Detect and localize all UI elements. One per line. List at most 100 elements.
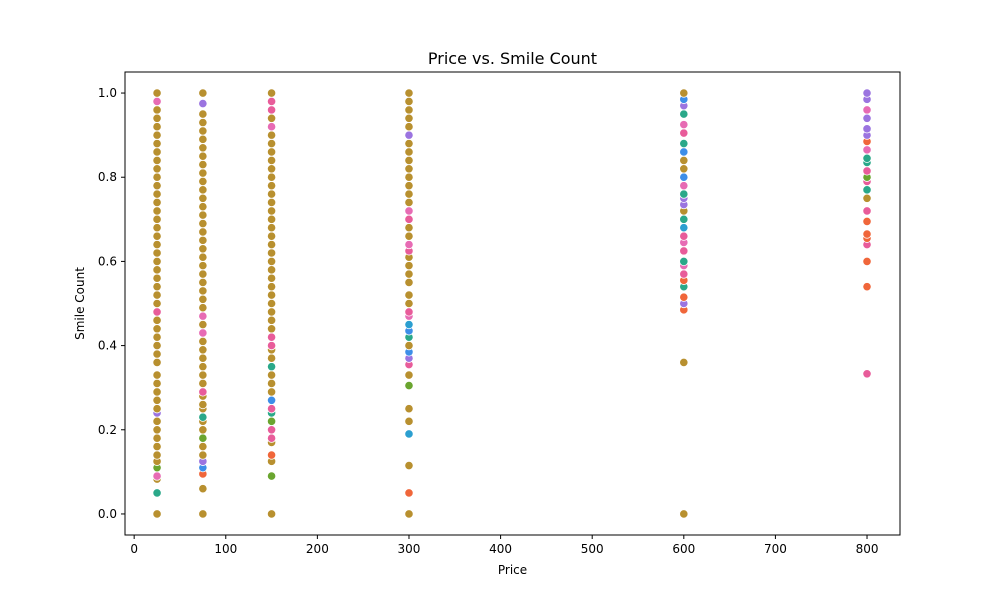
data-point <box>679 357 689 368</box>
data-point <box>198 202 208 212</box>
data-point <box>152 113 162 123</box>
data-point <box>198 294 208 304</box>
data-point <box>679 509 689 519</box>
data-point <box>404 298 414 309</box>
data-point <box>679 189 689 199</box>
data-point <box>266 164 277 174</box>
data-point <box>266 122 277 132</box>
data-point <box>404 261 414 271</box>
data-point <box>266 130 277 140</box>
data-point <box>152 256 162 267</box>
data-point <box>404 370 414 380</box>
data-point <box>152 164 162 174</box>
data-point <box>266 113 277 123</box>
data-point <box>266 450 277 460</box>
data-point <box>152 206 162 216</box>
data-point <box>404 429 414 439</box>
data-point <box>679 231 689 241</box>
data-point <box>198 261 208 271</box>
data-point <box>152 378 162 389</box>
data-point <box>266 138 277 149</box>
data-point <box>679 292 689 302</box>
data-point <box>266 307 277 317</box>
data-point <box>198 319 208 330</box>
data-point <box>198 412 208 422</box>
data-point <box>404 138 414 149</box>
data-point <box>266 265 277 275</box>
data-point <box>152 332 162 342</box>
data-point <box>152 387 162 397</box>
data-point <box>152 370 162 380</box>
data-point <box>404 172 414 182</box>
data-point <box>152 214 162 224</box>
data-point <box>404 147 414 157</box>
data-point <box>404 319 414 330</box>
data-point <box>198 353 208 363</box>
data-point <box>266 404 277 414</box>
data-point <box>152 450 162 460</box>
data-point <box>266 96 277 107</box>
data-point <box>404 380 414 391</box>
plot-frame <box>124 71 901 536</box>
data-point <box>152 357 162 368</box>
data-point <box>198 399 208 410</box>
data-point <box>862 193 872 203</box>
data-point <box>198 286 208 296</box>
data-point <box>679 269 689 279</box>
data-point <box>679 246 689 256</box>
data-point <box>404 214 414 224</box>
data-point <box>152 130 162 140</box>
data-point <box>198 425 208 435</box>
data-point <box>198 303 208 313</box>
data-point <box>404 164 414 174</box>
data-point <box>198 109 208 119</box>
data-point <box>404 460 414 471</box>
y-axis-label: Smile Count <box>73 267 87 340</box>
data-point <box>198 509 208 519</box>
data-point <box>404 189 414 199</box>
data-point <box>198 370 208 380</box>
data-point <box>266 172 277 182</box>
data-point <box>679 214 689 224</box>
data-point <box>266 248 277 258</box>
data-point <box>679 164 689 174</box>
chart-title: Price vs. Smile Count <box>428 49 597 68</box>
data-point <box>152 395 162 405</box>
data-point <box>404 509 414 519</box>
data-point <box>266 282 277 292</box>
data-point <box>152 471 162 481</box>
data-point <box>266 105 277 115</box>
data-point <box>198 450 208 460</box>
data-point <box>152 197 162 208</box>
data-point <box>198 311 208 321</box>
x-tick-label: 800 <box>856 542 879 556</box>
data-point <box>404 231 414 241</box>
data-point <box>266 416 277 426</box>
data-point <box>266 395 277 405</box>
x-axis-label: Price <box>498 563 527 577</box>
data-point <box>404 96 414 107</box>
data-point <box>152 307 162 317</box>
data-point <box>862 105 872 115</box>
data-point <box>404 113 414 123</box>
data-point <box>404 181 414 191</box>
data-point <box>266 425 277 435</box>
data-point <box>404 416 414 426</box>
data-point <box>152 265 162 275</box>
data-point <box>679 256 689 267</box>
data-point <box>266 340 277 351</box>
data-point <box>152 223 162 233</box>
data-point <box>198 98 208 109</box>
data-point <box>862 369 872 379</box>
data-point <box>862 88 872 98</box>
x-tick-label: 700 <box>764 542 787 556</box>
data-point <box>152 181 162 191</box>
data-point <box>198 168 208 178</box>
data-point <box>404 105 414 115</box>
data-point <box>679 88 689 98</box>
data-point <box>152 172 162 182</box>
data-point <box>679 120 689 130</box>
data-point <box>198 210 208 220</box>
data-point <box>152 282 162 292</box>
